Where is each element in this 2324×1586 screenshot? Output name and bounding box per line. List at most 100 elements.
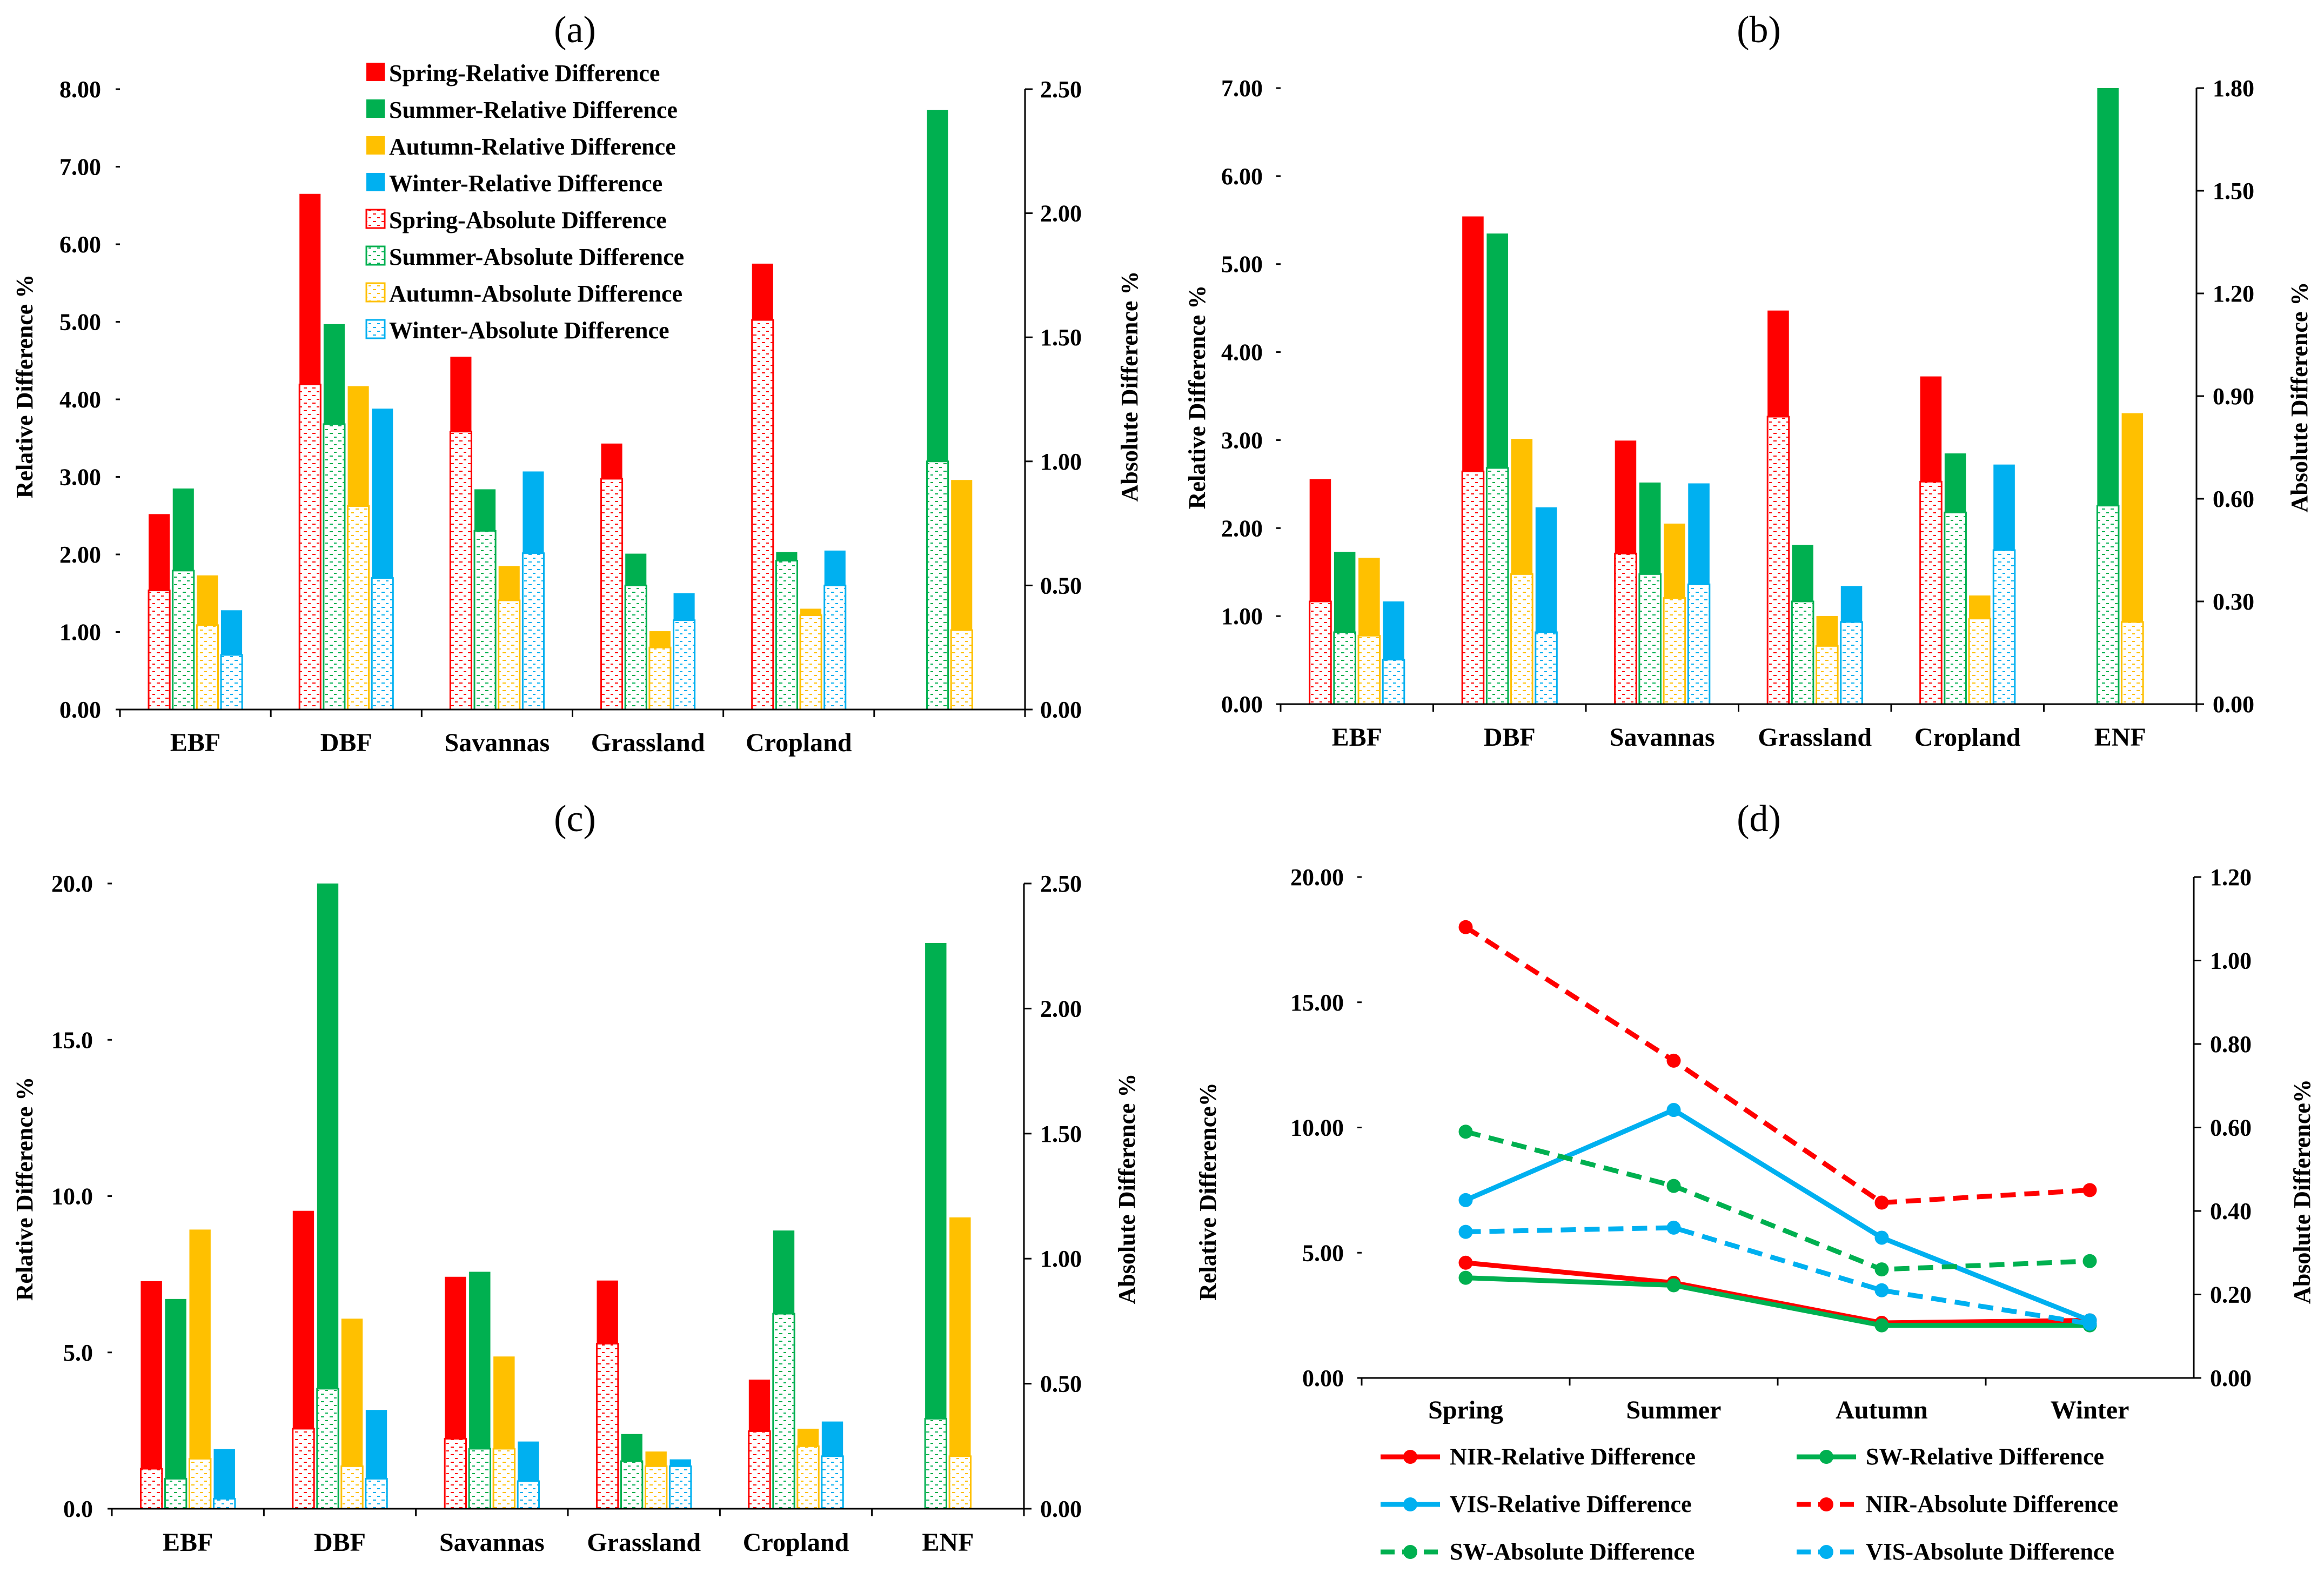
p1-y2tick-label: 0.60 [2213,486,2254,512]
p0-bar-spring-absolute [449,431,472,711]
p0-ytick-label: 3.00 [59,464,101,491]
p2-ytick-label: 5.0 [63,1340,93,1366]
p3-y2tick-label: 0.80 [2210,1031,2252,1058]
p2-category-label: Grassland [587,1528,701,1557]
p1-category-label: DBF [1484,723,1536,752]
p0-category-label: Cropland [746,728,852,757]
p0-ytick-label: 6.00 [59,231,101,258]
p3-point-vis-absolute-difference [1666,1220,1681,1235]
p0-bar-spring-absolute [600,478,624,711]
p2-ytick-label: 15.0 [51,1027,93,1053]
p3-point-vis-relative-difference [1874,1230,1889,1245]
p2-bar-autumn-absolute [492,1448,516,1510]
p2-bar-autumn-absolute [188,1457,212,1510]
p1-bar-summer-absolute [1333,631,1356,705]
p3-ytick-label: 15.00 [1290,989,1344,1016]
y2label-c: Absolute Difference % [1114,1074,1140,1304]
p1-bar-spring-absolute [1461,470,1485,705]
p2-bar-summer-absolute [316,1388,339,1510]
p1-bar-autumn-absolute [2121,621,2144,705]
p1-bar-autumn-absolute [1968,618,1992,705]
p1-ytick-label: 1.00 [1221,603,1263,630]
y2label-d: Absolute Difference% [2289,1079,2315,1304]
p2-ytick-label: 20.0 [51,871,93,897]
p0-bar-spring-absolute [298,383,322,711]
p3-category-label: Spring [1428,1396,1503,1424]
p2-bar-summer-absolute [924,1417,948,1510]
p2-bar-summer-absolute [772,1313,795,1510]
p0-bar-summer-absolute [473,530,497,711]
p2-y2tick-label: 2.00 [1040,995,1082,1022]
p2-ytick-label: 10.0 [51,1183,93,1210]
legend-d-marker [1403,1497,1417,1511]
p1-bar-spring-absolute [1919,480,1943,705]
p3-point-sw-absolute-difference [1666,1179,1681,1193]
p3-point-nir-absolute-difference [2082,1183,2097,1197]
p1-y2tick-label: 0.00 [2213,691,2254,718]
p0-ytick-label: 5.00 [59,309,101,336]
p2-category-label: ENF [922,1528,974,1557]
legend-a-swatch [365,319,386,339]
p1-ytick-label: 2.00 [1221,515,1263,541]
p2-bar-autumn-absolute [948,1455,972,1510]
p2-bar-winter-absolute [668,1465,692,1510]
p1-bar-autumn-absolute [1816,645,1839,705]
p3-point-sw-relative-difference [1874,1318,1889,1333]
legend-d-marker [1819,1497,1833,1511]
p3-series-line-nir-relative-difference [1465,1260,2090,1326]
p3-series-line-nir-absolute-difference [1464,925,2090,1206]
legend-a-label: Autumn-Relative Difference [389,133,676,160]
p0-bar-summer-absolute [775,559,798,711]
p0-category-label: Savannas [445,728,550,757]
p3-point-vis-relative-difference [1666,1103,1681,1117]
p0-bar-spring-absolute [751,319,774,711]
p1-ytick-label: 5.00 [1221,251,1263,278]
p0-bar-summer-absolute [926,460,949,711]
p1-bar-autumn-absolute [1510,573,1533,705]
p0-bar-autumn-absolute [498,599,521,711]
p2-category-label: Savannas [439,1528,545,1557]
ylabel-b: Relative Difference % [1184,285,1210,510]
legend-a-label: Summer-Relative Difference [389,97,678,123]
panel-label-d: (d) [1737,798,1781,840]
p2-bar-summer-absolute [620,1460,644,1510]
p2-bar-winter-absolute [365,1477,388,1510]
p0-bar-autumn-absolute [799,614,822,711]
p0-ytick-label: 0.00 [59,697,101,723]
p0-bar-summer-absolute [323,423,346,711]
p1-bar-spring-absolute [1614,552,1637,705]
p1-bar-autumn-absolute [1663,597,1686,705]
p3-ytick-label: 5.00 [1302,1240,1344,1266]
p0-bar-winter-absolute [673,619,696,711]
legend-a-label: Winter-Relative Difference [389,170,662,197]
p1-bar-summer-absolute [1638,573,1662,705]
p0-ytick-label: 1.00 [59,619,101,646]
legend-a-label: Summer-Absolute Difference [389,244,684,270]
p0-y2tick-label: 1.00 [1040,449,1082,475]
p1-bar-autumn-absolute [1357,634,1381,705]
ylabel-d: Relative Difference% [1195,1082,1221,1301]
p0-bar-autumn-absolute [196,624,219,711]
p2-bar-spring-absolute [292,1428,315,1510]
p0-ytick-label: 4.00 [59,386,101,413]
legend-d-label: NIR-Absolute Difference [1866,1491,2118,1517]
p1-bar-winter-absolute [1535,631,1558,705]
panel-label-c: (c) [554,798,596,840]
p1-bar-spring-absolute [1766,416,1790,705]
legend-d-marker [1819,1545,1833,1559]
p1-category-label: Cropland [1914,723,2021,752]
legend-a-swatch [366,63,385,81]
p1-bar-summer-absolute [1485,467,1509,705]
legend-d-marker [1403,1545,1417,1559]
p3-y2tick-label: 1.20 [2210,864,2252,891]
p3-category-label: Autumn [1836,1396,1928,1424]
p3-point-sw-relative-difference [1458,1270,1473,1285]
legend-a-swatch [365,209,386,229]
legend-d-label: VIS-Relative Difference [1450,1491,1692,1517]
p1-y2tick-label: 0.30 [2213,588,2254,615]
p3-series-line-vis-relative-difference [1464,1107,2091,1323]
p3-point-nir-absolute-difference [1666,1053,1681,1068]
legend-a-label: Spring-Relative Difference [389,60,660,86]
p3-ytick-label: 0.00 [1302,1365,1344,1391]
p3-point-vis-absolute-difference [1458,1224,1473,1239]
